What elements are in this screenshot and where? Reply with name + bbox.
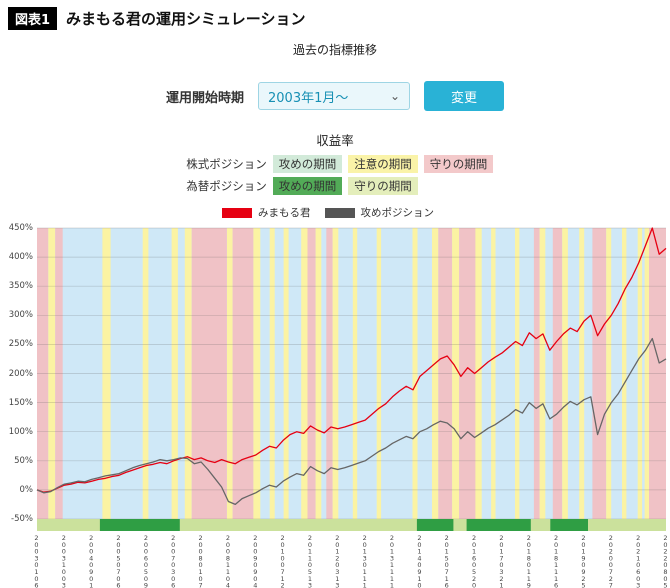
x-axis-label: 20200727 xyxy=(606,534,615,588)
y-axis-label: 450% xyxy=(8,223,33,233)
x-axis-label: 20130111 xyxy=(360,534,369,588)
stock-position-label: 株式ポジション xyxy=(186,157,267,171)
x-axis-label: 20131111 xyxy=(388,534,396,588)
x-axis-label: 20081104 xyxy=(223,534,232,588)
y-axis-label: 350% xyxy=(8,281,33,292)
page-header: 図表1 みまもる君の運用シミュレーション xyxy=(0,0,670,30)
stock-position-row: 株式ポジション 攻めの期間 注意の期間 守りの期間 xyxy=(177,155,494,173)
page-title: みまもる君の運用シミュレーション xyxy=(66,10,306,28)
legend-title: 収益率 xyxy=(316,133,354,148)
x-axis-label: 20100712 xyxy=(278,534,287,588)
start-period-select[interactable]: 2003年1月〜 ⌄ xyxy=(258,82,410,110)
stock-defense-chip: 守りの期間 xyxy=(423,155,494,173)
figure-badge: 図表1 xyxy=(8,7,58,30)
start-period-label: 運用開始時期 xyxy=(165,90,244,106)
chart-canvas xyxy=(36,227,667,531)
x-axis-label: 20030106 xyxy=(32,534,41,588)
x-axis-label: 20070306 xyxy=(169,534,178,588)
x-axis-label: 20220805 xyxy=(661,534,670,588)
x-axis-label: 20180119 xyxy=(524,534,533,588)
x-axis-label: 20110513 xyxy=(306,534,314,588)
change-button[interactable]: 変更 xyxy=(424,81,504,111)
mimamoru-series-swatch xyxy=(222,207,252,218)
y-axis-label: 300% xyxy=(8,310,33,321)
mimamoru-series-label: みまもる君 xyxy=(258,207,311,219)
x-axis-label: 20060509 xyxy=(141,534,150,588)
x-axis-label: 20031003 xyxy=(59,534,68,588)
y-axis-label: -50% xyxy=(11,514,33,524)
x-axis-label: 20140910 xyxy=(415,534,424,588)
x-axis-label: 20040901 xyxy=(87,534,96,588)
x-axis-label: 20080107 xyxy=(196,534,205,588)
y-axis-label: 100% xyxy=(8,426,33,437)
attack-series-swatch xyxy=(324,207,355,218)
fx-defense-chip: 守りの期間 xyxy=(348,177,418,195)
y-axis-label: 0% xyxy=(19,484,34,495)
x-axis-label: 20150716 xyxy=(442,534,451,588)
fx-attack-chip: 攻めの期間 xyxy=(272,177,343,195)
x-axis-label: 20050706 xyxy=(114,534,123,588)
y-axis-label: 150% xyxy=(8,397,33,408)
x-axis-label: 20090904 xyxy=(251,534,260,588)
y-axis-label: 400% xyxy=(8,252,33,263)
simulation-chart: 450% 400% 350% 300% 250% 200% 150% 100% 50% 0% -50… xyxy=(0,223,670,588)
chevron-down-icon: ⌄ xyxy=(389,89,400,103)
period-legend: 株式ポジション 攻めの期間 注意の期間 守りの期間 為替ポジション 攻めの期間 … xyxy=(177,155,494,195)
chart-subtitle: 過去の指標推移 xyxy=(292,43,377,57)
x-axis-label: 20160520 xyxy=(470,534,479,588)
x-axis-label: 20181116 xyxy=(552,534,561,588)
y-axis-label: 200% xyxy=(8,368,33,379)
x-axis-label: 20190925 xyxy=(579,534,588,588)
x-axis-label: 20210603 xyxy=(634,534,643,588)
x-axis-label: 20170321 xyxy=(497,534,506,588)
series-legend: みまもる君 攻めポジション xyxy=(0,205,670,220)
fx-position-row: 為替ポジション 攻めの期間 守りの期間 xyxy=(177,177,494,195)
stock-attack-chip: 攻めの期間 xyxy=(272,155,343,173)
controls-row: 運用開始時期 2003年1月〜 ⌄ 変更 xyxy=(0,81,670,111)
stock-caution-chip: 注意の期間 xyxy=(348,155,418,173)
y-axis-label: 250% xyxy=(8,339,33,350)
x-axis-label: 20120313 xyxy=(333,534,342,588)
attack-series-label: 攻めポジション xyxy=(360,207,435,219)
start-period-value: 2003年1月〜 xyxy=(268,90,349,106)
y-axis-label: 50% xyxy=(14,455,33,466)
fx-position-label: 為替ポジション xyxy=(186,179,267,193)
